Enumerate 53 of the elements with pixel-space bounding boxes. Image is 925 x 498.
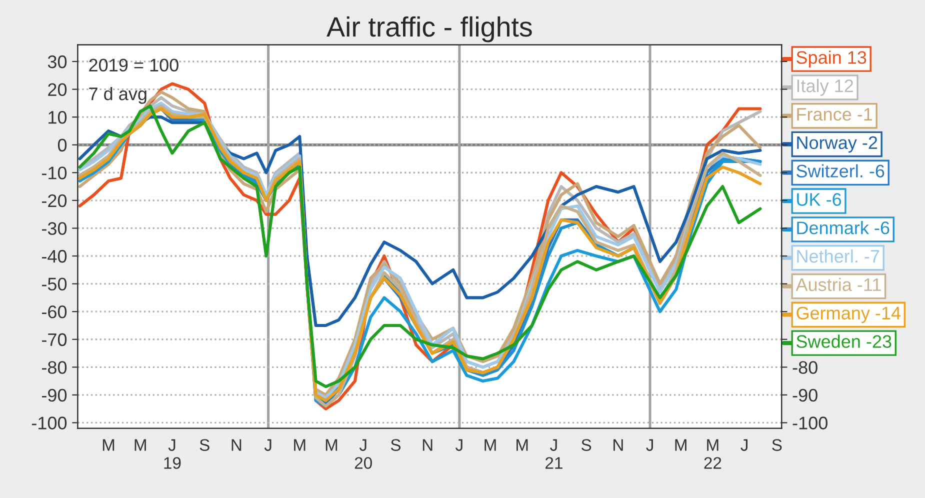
y-tick-label: 30 <box>48 55 67 68</box>
x-tick-label: M <box>134 439 146 451</box>
legend-label: Germany -14 <box>796 306 901 324</box>
x-tick-label: M <box>326 439 338 451</box>
y-tick-label: -30 <box>42 222 67 235</box>
x-tick-label: M <box>294 439 306 451</box>
y-tick-label: -10 <box>42 166 67 180</box>
legend-label: France -1 <box>797 108 872 121</box>
y-tick-label: -60 <box>42 306 67 318</box>
y-tick-label: 10 <box>48 111 67 124</box>
legend-label: Norway -2 <box>797 136 878 153</box>
x-tick-label: J 19 <box>164 439 181 469</box>
legend-label: UK -6 <box>797 193 842 206</box>
x-tick-label: N <box>614 439 623 451</box>
y-tick-label: -20 <box>42 194 67 208</box>
legend-label: Denmark -6 <box>797 221 890 234</box>
y-tick-label: -80 <box>42 361 67 374</box>
x-tick-label: S <box>200 439 210 451</box>
x-tick-label: S <box>582 439 592 451</box>
y-tick-label: 0 <box>58 138 67 152</box>
x-tick-label: J <box>264 439 272 451</box>
x-tick-label: M <box>484 439 496 451</box>
chart-title: Air traffic - flights <box>326 16 532 42</box>
legend-label: Sweden -23 <box>796 334 892 348</box>
legend-label: Switzerl. -6 <box>796 164 884 178</box>
y-tick-label: -100 <box>32 416 67 430</box>
y2-tick-label: -90 <box>792 388 818 402</box>
y-tick-label: -90 <box>42 388 67 402</box>
x-tick-label: J 21 <box>546 439 562 469</box>
y-tick-label: -70 <box>42 333 67 346</box>
annotation: 2019 = 100 <box>89 58 178 72</box>
x-tick-label: S <box>390 439 401 451</box>
x-tick-label: M <box>675 439 686 451</box>
x-tick-label: J 20 <box>354 439 372 469</box>
x-tick-label: M 22 <box>704 439 722 469</box>
legend-label: Italy 12 <box>797 79 854 96</box>
x-tick-label: N <box>232 439 242 451</box>
x-tick-label: S <box>772 439 782 451</box>
x-tick-label: J <box>740 439 748 451</box>
x-tick-label: M <box>102 439 114 451</box>
legend-label: Austria -11 <box>796 278 881 292</box>
x-tick-label: J <box>646 439 653 451</box>
legend-label: Spain 13 <box>796 50 866 68</box>
y2-tick-label: -100 <box>792 416 828 430</box>
y-tick-label: -40 <box>42 250 67 263</box>
x-tick-label: M <box>516 439 528 451</box>
annotation: 7 d avg <box>89 87 146 104</box>
y2-tick-label: -80 <box>792 361 818 374</box>
y-tick-label: -50 <box>42 278 67 291</box>
y-tick-label: 20 <box>48 83 67 96</box>
x-tick-label: J <box>456 439 462 451</box>
x-tick-label: N <box>422 439 432 451</box>
legend-label: Netherl. -7 <box>797 249 880 263</box>
